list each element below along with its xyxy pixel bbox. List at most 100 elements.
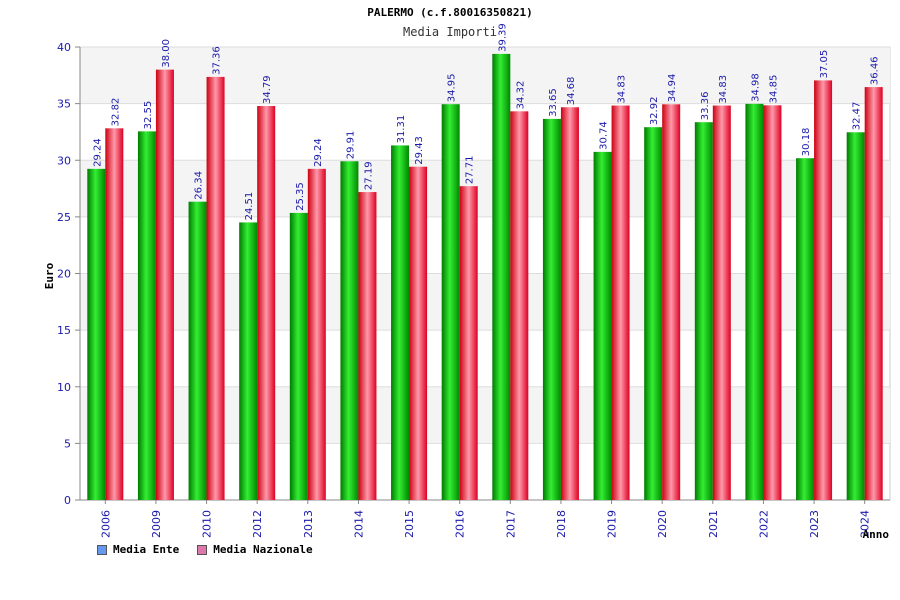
data-label: 26.34 xyxy=(194,171,205,200)
legend-item-ente: Media Ente xyxy=(97,543,179,556)
bar-ente xyxy=(694,122,713,500)
bar-ente xyxy=(87,168,106,500)
bar-nazionale xyxy=(459,186,478,500)
data-label: 34.94 xyxy=(667,74,678,103)
data-label: 38.00 xyxy=(161,39,172,68)
legend-swatch-nazionale xyxy=(197,544,208,555)
x-tick-label: 2012 xyxy=(251,510,264,538)
bar-ente xyxy=(340,161,359,500)
data-label: 29.91 xyxy=(345,131,356,160)
x-tick-label: 2018 xyxy=(555,510,568,538)
data-label: 30.18 xyxy=(801,128,812,157)
data-label: 34.68 xyxy=(566,77,577,106)
x-tick-label: 2022 xyxy=(757,510,770,538)
x-tick-label: 2016 xyxy=(454,510,467,538)
y-tick-label: 5 xyxy=(64,437,71,450)
bar-ente xyxy=(492,53,511,500)
bar-nazionale xyxy=(206,76,225,500)
legend-label-ente: Media Ente xyxy=(113,543,180,556)
data-label: 24.51 xyxy=(244,192,255,221)
data-label: 27.19 xyxy=(363,161,374,190)
y-tick-label: 15 xyxy=(57,324,71,337)
y-tick-label: 30 xyxy=(57,154,71,167)
y-tick-label: 10 xyxy=(57,381,71,394)
data-label: 32.82 xyxy=(110,98,121,127)
data-label: 34.85 xyxy=(768,75,779,104)
data-label: 34.79 xyxy=(262,75,273,104)
x-tick-label: 2019 xyxy=(606,510,619,538)
bar-ente xyxy=(846,132,865,500)
x-tick-label: 2024 xyxy=(859,510,872,538)
data-label: 39.39 xyxy=(497,23,508,52)
x-tick-label: 2006 xyxy=(99,510,112,538)
bar-ente xyxy=(391,145,410,500)
x-tick-label: 2010 xyxy=(201,510,214,538)
bar-nazionale xyxy=(611,105,630,501)
bar-ente xyxy=(796,158,815,501)
x-tick-label: 2009 xyxy=(150,510,163,538)
data-label: 36.46 xyxy=(870,56,881,85)
y-axis-label: Euro xyxy=(43,262,56,289)
legend-label-nazionale: Media Nazionale xyxy=(213,543,313,556)
data-label: 31.31 xyxy=(396,115,407,144)
data-label: 34.83 xyxy=(718,75,729,104)
data-label: 32.55 xyxy=(143,101,154,130)
bar-ente xyxy=(593,151,612,500)
y-tick-label: 0 xyxy=(64,494,71,507)
bar-ente xyxy=(188,201,207,500)
bar-nazionale xyxy=(763,105,782,500)
x-tick-label: 2017 xyxy=(504,510,517,538)
x-tick-label: 2023 xyxy=(808,510,821,538)
bar-nazionale xyxy=(662,104,681,500)
data-label: 34.83 xyxy=(617,75,628,104)
data-label: 37.36 xyxy=(212,46,223,75)
y-tick-label: 35 xyxy=(57,98,71,111)
y-tick-label: 40 xyxy=(57,41,71,54)
bar-nazionale xyxy=(307,168,326,500)
bar-ente xyxy=(745,103,764,500)
data-label: 34.98 xyxy=(750,73,761,102)
bar-nazionale xyxy=(358,192,377,501)
bar-nazionale xyxy=(864,87,883,500)
data-label: 37.05 xyxy=(819,50,830,79)
bar-ente xyxy=(542,118,561,500)
bar-nazionale xyxy=(712,105,731,501)
bar-nazionale xyxy=(257,106,276,501)
x-tick-label: 2021 xyxy=(707,510,720,538)
bar-ente xyxy=(137,131,156,500)
chart-title: PALERMO (c.f.80016350821) xyxy=(367,6,533,19)
data-label: 34.32 xyxy=(515,81,526,110)
bar-nazionale xyxy=(510,111,529,501)
legend-item-nazionale: Media Nazionale xyxy=(197,543,313,556)
data-label: 33.36 xyxy=(700,92,711,121)
data-label: 34.95 xyxy=(447,74,458,103)
x-tick-label: 2020 xyxy=(656,510,669,538)
data-label: 30.74 xyxy=(599,121,610,150)
data-label: 32.92 xyxy=(649,97,660,126)
x-tick-label: 2015 xyxy=(403,510,416,538)
bar-nazionale xyxy=(409,166,428,500)
bar-nazionale xyxy=(560,107,579,501)
bar-ente xyxy=(441,104,460,500)
bar-ente xyxy=(239,222,258,500)
data-label: 32.47 xyxy=(852,102,863,131)
data-label: 29.24 xyxy=(313,138,324,167)
bar-ente xyxy=(289,212,308,500)
chart-subtitle: Media Importi xyxy=(403,25,497,39)
y-tick-label: 25 xyxy=(57,211,71,224)
x-axis-label: Anno xyxy=(863,528,890,541)
chart-legend: Media Ente Media Nazionale xyxy=(97,543,313,556)
legend-swatch-ente xyxy=(97,544,107,555)
x-tick-label: 2014 xyxy=(352,510,365,538)
bar-nazionale xyxy=(155,69,174,501)
data-label: 29.24 xyxy=(92,138,103,167)
data-label: 29.43 xyxy=(414,136,425,165)
bar-nazionale xyxy=(105,128,124,500)
bar-ente xyxy=(644,127,663,500)
bar-nazionale xyxy=(814,80,833,500)
data-label: 25.35 xyxy=(295,182,306,211)
data-label: 33.65 xyxy=(548,88,559,117)
y-tick-label: 20 xyxy=(57,268,71,281)
data-label: 27.71 xyxy=(465,156,476,185)
